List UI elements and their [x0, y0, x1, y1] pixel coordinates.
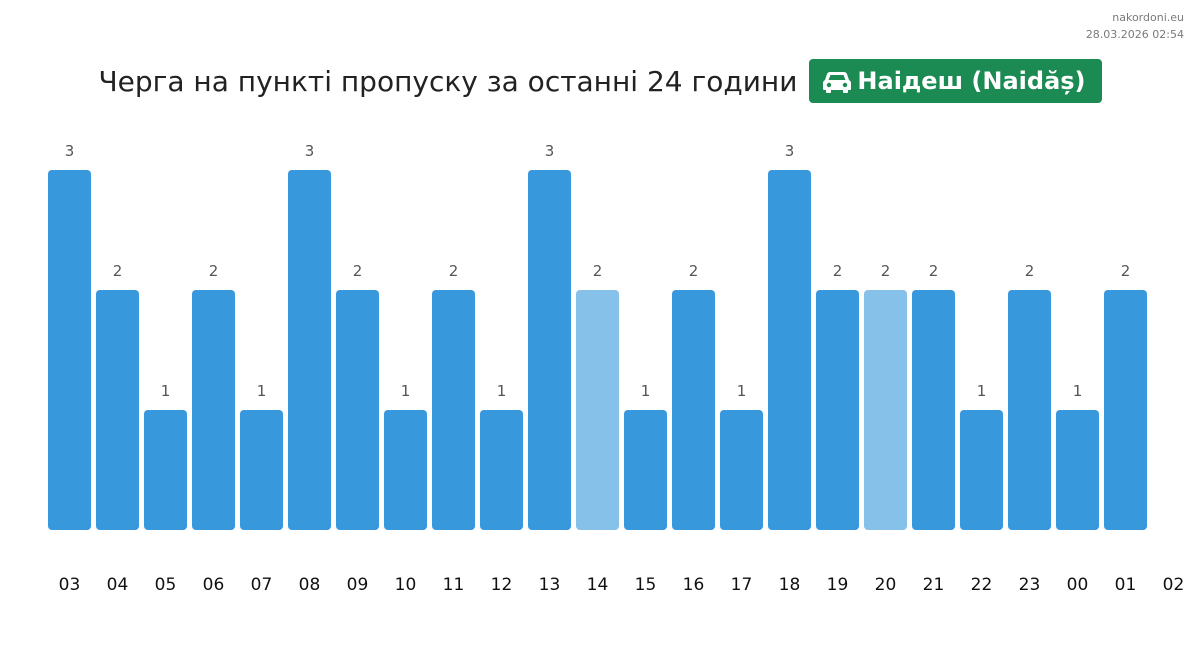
bar-13 [528, 170, 571, 530]
value-label-22: 1 [977, 382, 987, 400]
chart-title: Черга на пункті пропуску за останні 24 г… [98, 64, 798, 98]
x-tick-label-16: 16 [683, 575, 705, 595]
value-label-13: 3 [545, 142, 555, 160]
x-tick-label-13: 13 [539, 575, 561, 595]
x-tick-label-22: 22 [971, 575, 993, 595]
value-label-21: 2 [929, 262, 939, 280]
bar-00 [1056, 410, 1099, 530]
bar-04 [96, 290, 139, 530]
value-label-23: 2 [1025, 262, 1035, 280]
bar-07 [240, 410, 283, 530]
x-tick-label-01: 01 [1115, 575, 1137, 595]
x-tick-label-17: 17 [731, 575, 753, 595]
x-tick-label-05: 05 [155, 575, 177, 595]
value-label-18: 3 [785, 142, 795, 160]
bar-06 [192, 290, 235, 530]
bar-05 [144, 410, 187, 530]
bar-15 [624, 410, 667, 530]
value-label-07: 1 [257, 382, 267, 400]
checkpoint-name: Наідеш (Naidăș) [857, 67, 1086, 95]
source-site: nakordoni.eu [1112, 11, 1184, 24]
bar-17 [720, 410, 763, 530]
value-label-10: 1 [401, 382, 411, 400]
x-tick-label-11: 11 [443, 575, 465, 595]
x-tick-label-15: 15 [635, 575, 657, 595]
x-tick-label-04: 04 [107, 575, 129, 595]
x-tick-label-20: 20 [875, 575, 897, 595]
chart-header: Черга на пункті пропуску за останні 24 г… [0, 59, 1200, 103]
value-label-12: 1 [497, 382, 507, 400]
x-tick-label-19: 19 [827, 575, 849, 595]
bar-16 [672, 290, 715, 530]
value-label-08: 3 [305, 142, 315, 160]
value-label-17: 1 [737, 382, 747, 400]
x-tick-label-07: 07 [251, 575, 273, 595]
value-label-05: 1 [161, 382, 171, 400]
x-tick-label-23: 23 [1019, 575, 1041, 595]
bar-14 [576, 290, 619, 530]
bar-23 [1008, 290, 1051, 530]
watermark: nakordoni.eu 28.03.2026 02:54 [1086, 9, 1184, 43]
x-tick-label-14: 14 [587, 575, 609, 595]
x-tick-label-08: 08 [299, 575, 321, 595]
bar-22 [960, 410, 1003, 530]
x-tick-label-06: 06 [203, 575, 225, 595]
bar-11 [432, 290, 475, 530]
x-tick-label-18: 18 [779, 575, 801, 595]
value-label-09: 2 [353, 262, 363, 280]
value-label-19: 2 [833, 262, 843, 280]
x-tick-label-02: 02 [1163, 575, 1185, 595]
x-tick-label-12: 12 [491, 575, 513, 595]
bar-18 [768, 170, 811, 530]
bar-08 [288, 170, 331, 530]
value-label-03: 3 [65, 142, 75, 160]
value-label-01: 2 [1121, 262, 1131, 280]
bar-09 [336, 290, 379, 530]
bar-10 [384, 410, 427, 530]
car-icon [823, 72, 852, 93]
value-label-15: 1 [641, 382, 651, 400]
value-label-11: 2 [449, 262, 459, 280]
bar-12 [480, 410, 523, 530]
bar-20 [864, 290, 907, 530]
value-label-00: 1 [1073, 382, 1083, 400]
bar-19 [816, 290, 859, 530]
value-label-20: 2 [881, 262, 891, 280]
value-label-14: 2 [593, 262, 603, 280]
checkpoint-badge: Наідеш (Naidăș) [809, 59, 1102, 103]
value-label-16: 2 [689, 262, 699, 280]
source-timestamp: 28.03.2026 02:54 [1085, 28, 1184, 41]
bar-01 [1104, 290, 1147, 530]
x-tick-label-00: 00 [1067, 575, 1089, 595]
bar-03 [48, 170, 91, 530]
x-tick-label-10: 10 [395, 575, 417, 595]
x-tick-label-03: 03 [59, 575, 81, 595]
x-tick-label-21: 21 [923, 575, 945, 595]
x-tick-label-09: 09 [347, 575, 369, 595]
bar-21 [912, 290, 955, 530]
value-label-06: 2 [209, 262, 219, 280]
value-label-04: 2 [113, 262, 123, 280]
